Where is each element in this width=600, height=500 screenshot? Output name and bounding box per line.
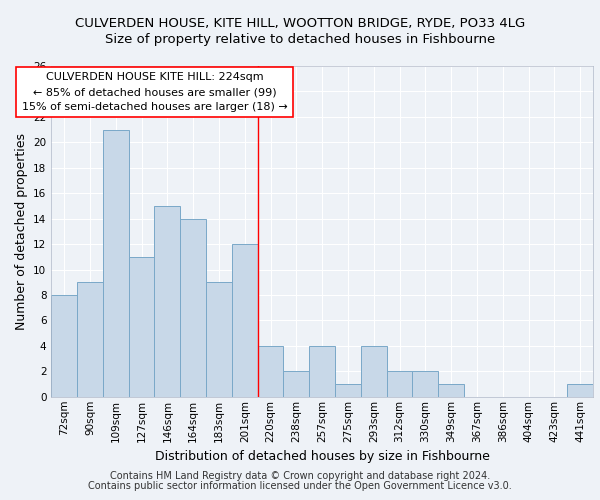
Bar bbox=[257, 346, 283, 397]
Bar bbox=[51, 295, 77, 397]
Bar bbox=[438, 384, 464, 397]
Text: Size of property relative to detached houses in Fishbourne: Size of property relative to detached ho… bbox=[105, 32, 495, 46]
Bar bbox=[180, 218, 206, 397]
Bar bbox=[77, 282, 103, 397]
Y-axis label: Number of detached properties: Number of detached properties bbox=[14, 133, 28, 330]
Text: Contains HM Land Registry data © Crown copyright and database right 2024.: Contains HM Land Registry data © Crown c… bbox=[110, 471, 490, 481]
Bar bbox=[103, 130, 128, 397]
Bar bbox=[232, 244, 257, 397]
Bar bbox=[567, 384, 593, 397]
Text: Contains public sector information licensed under the Open Government Licence v3: Contains public sector information licen… bbox=[88, 481, 512, 491]
Bar bbox=[335, 384, 361, 397]
Bar bbox=[386, 372, 412, 397]
Text: CULVERDEN HOUSE KITE HILL: 224sqm
← 85% of detached houses are smaller (99)
15% : CULVERDEN HOUSE KITE HILL: 224sqm ← 85% … bbox=[22, 72, 287, 112]
Bar bbox=[206, 282, 232, 397]
Bar bbox=[309, 346, 335, 397]
Bar bbox=[412, 372, 438, 397]
Bar bbox=[128, 257, 154, 397]
X-axis label: Distribution of detached houses by size in Fishbourne: Distribution of detached houses by size … bbox=[155, 450, 490, 463]
Bar bbox=[361, 346, 386, 397]
Text: CULVERDEN HOUSE, KITE HILL, WOOTTON BRIDGE, RYDE, PO33 4LG: CULVERDEN HOUSE, KITE HILL, WOOTTON BRID… bbox=[75, 18, 525, 30]
Bar bbox=[154, 206, 180, 397]
Bar bbox=[283, 372, 309, 397]
